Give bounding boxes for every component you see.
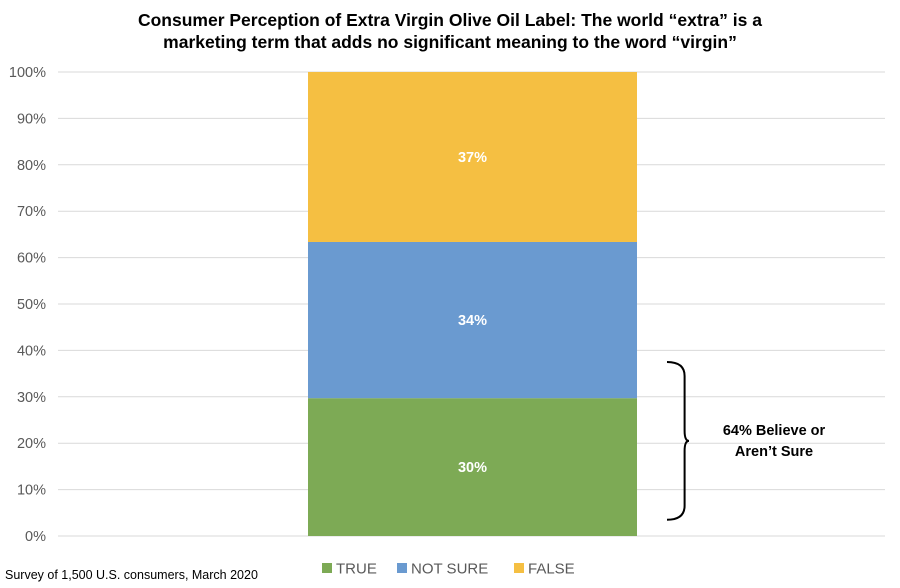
data-label: 30% <box>458 460 487 476</box>
y-tick-label: 40% <box>17 343 46 359</box>
y-tick-label: 100% <box>9 65 46 81</box>
legend-label: NOT SURE <box>411 561 488 578</box>
chart-title-line-1: Consumer Perception of Extra Virgin Oliv… <box>137 10 762 30</box>
data-label: 34% <box>458 313 487 329</box>
bar-segment-not-sure <box>308 241 637 399</box>
y-tick-label: 50% <box>17 297 46 313</box>
bar-segment-true <box>308 398 637 536</box>
source-footnote: Survey of 1,500 U.S. consumers, March 20… <box>5 568 258 582</box>
y-tick-label: 90% <box>17 111 46 127</box>
legend-label: TRUE <box>336 561 377 578</box>
annotation-text: Aren’t Sure <box>735 444 813 460</box>
legend-swatch <box>514 563 524 573</box>
annotation-text: 64% Believe or <box>723 423 826 439</box>
y-tick-label: 60% <box>17 251 46 267</box>
annotation-brace <box>666 361 690 521</box>
y-tick-label: 70% <box>17 204 46 220</box>
y-tick-label: 30% <box>17 390 46 406</box>
legend-swatch <box>397 563 407 573</box>
y-tick-label: 10% <box>17 483 46 499</box>
y-tick-label: 20% <box>17 436 46 452</box>
bar-segment-false <box>308 72 637 242</box>
legend-label: FALSE <box>528 561 575 578</box>
chart-title-line-2: marketing term that adds no significant … <box>163 32 737 52</box>
data-label: 37% <box>458 150 487 166</box>
chart-title: Consumer Perception of Extra Virgin Oliv… <box>0 9 900 53</box>
y-tick-label: 0% <box>25 529 46 545</box>
legend-swatch <box>322 563 332 573</box>
y-tick-label: 80% <box>17 158 46 174</box>
